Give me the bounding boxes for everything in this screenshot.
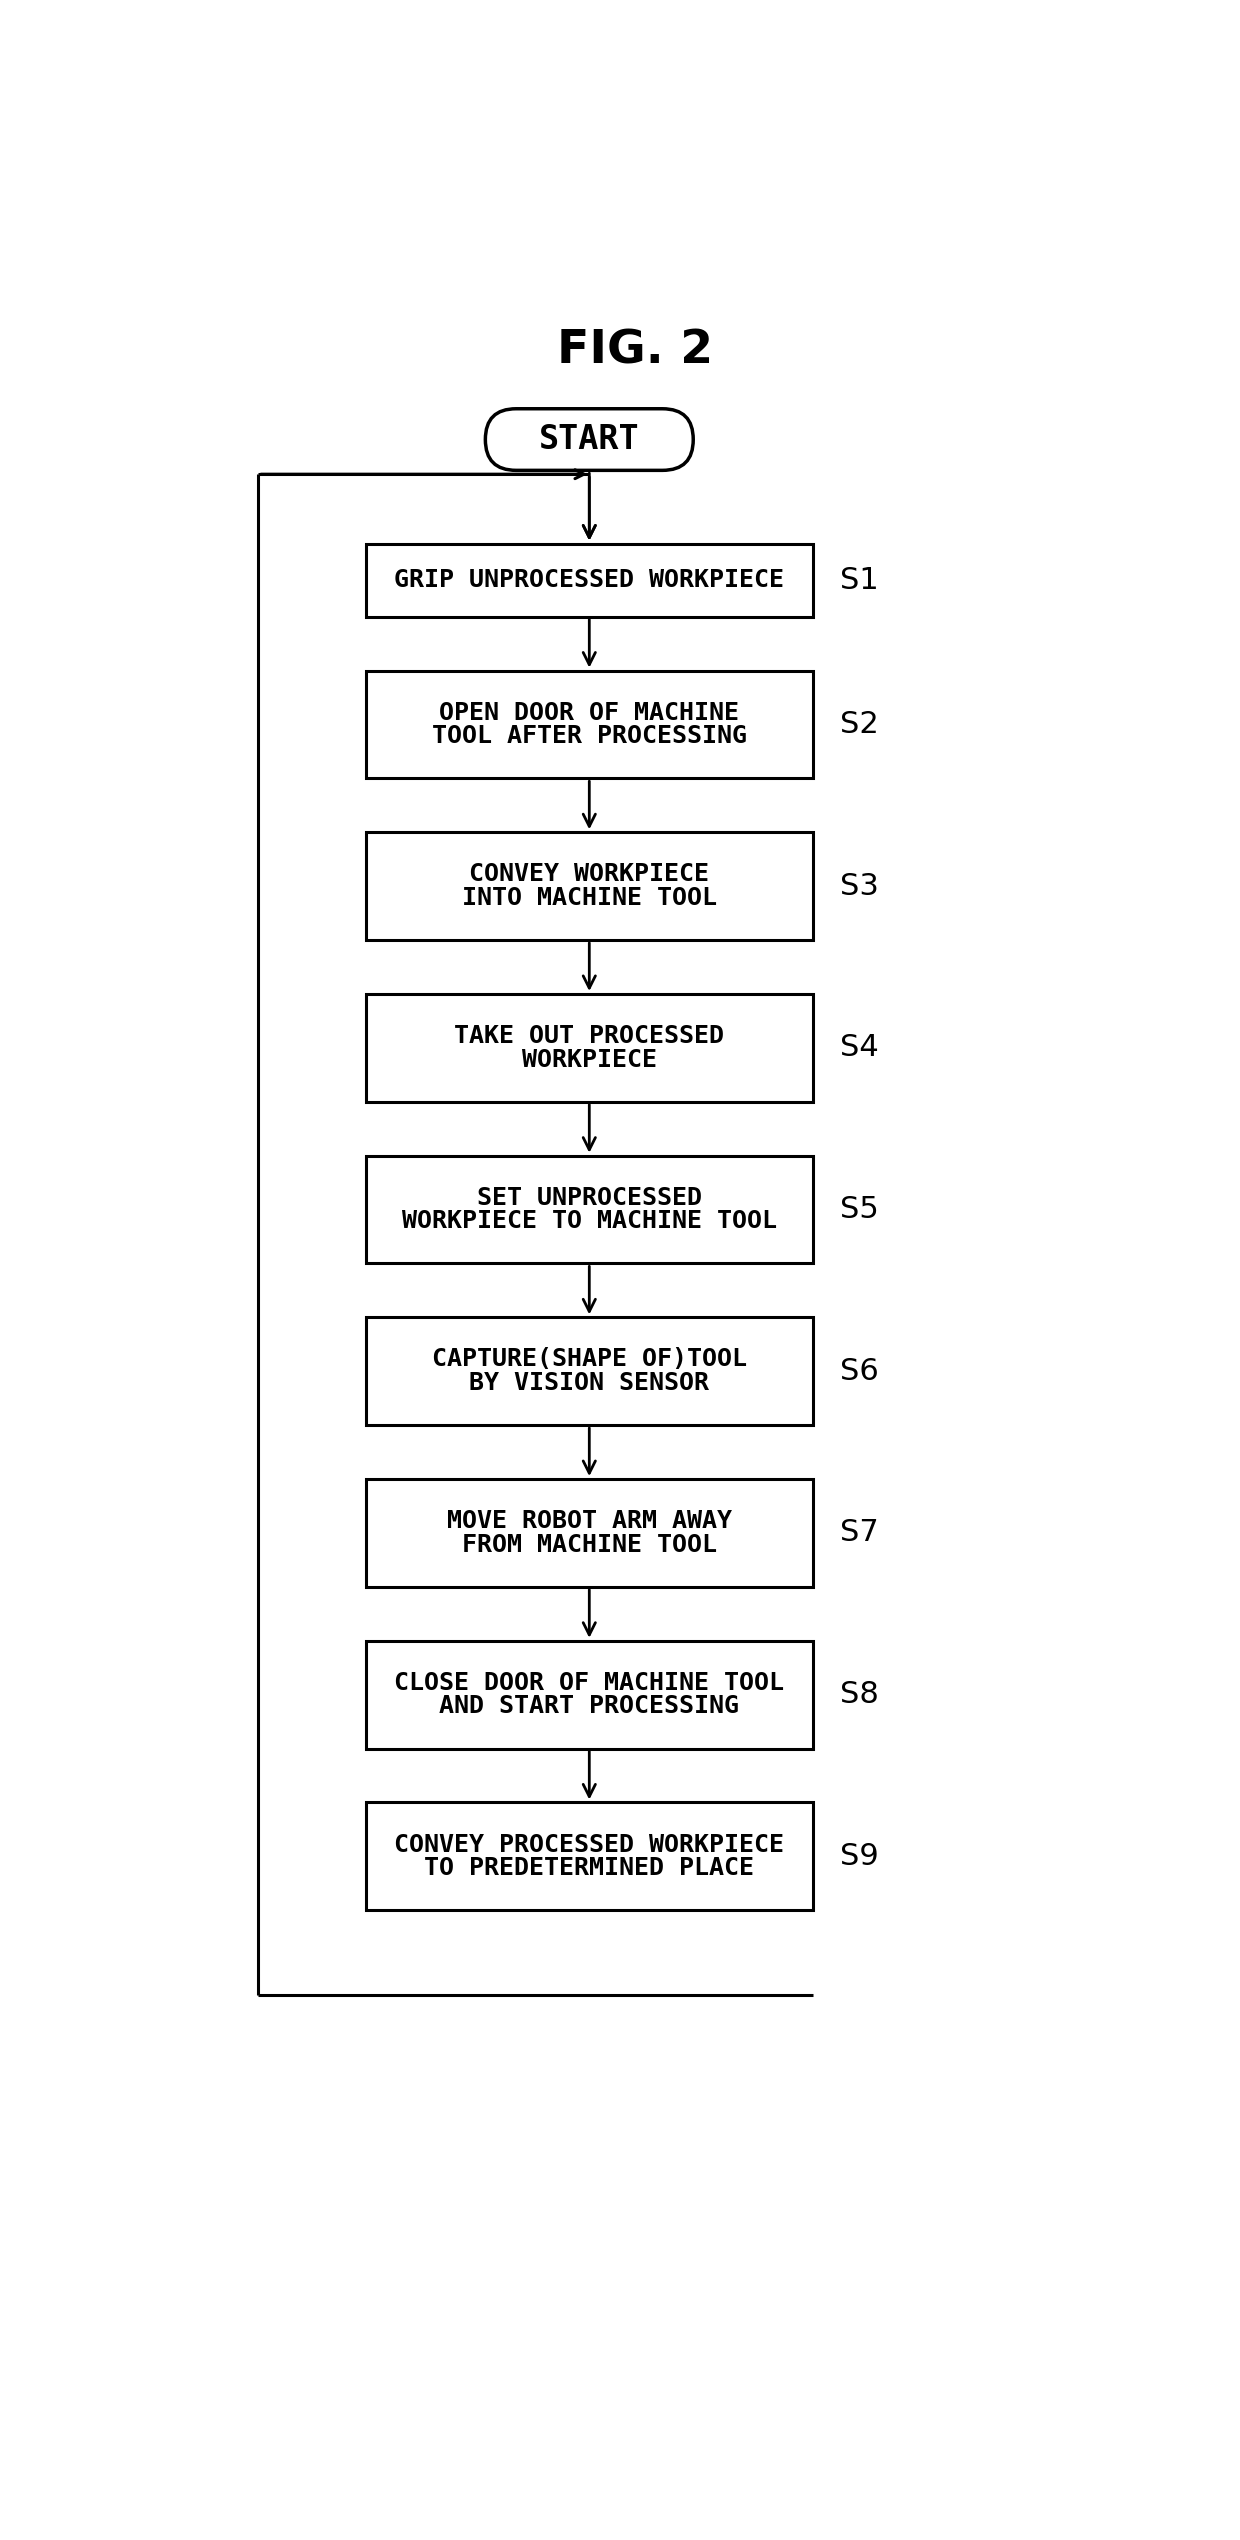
Text: FROM MACHINE TOOL: FROM MACHINE TOOL [461,1532,717,1557]
Text: BY VISION SENSOR: BY VISION SENSOR [469,1372,709,1394]
FancyBboxPatch shape [485,409,693,470]
Text: S3: S3 [839,871,878,902]
FancyBboxPatch shape [366,993,812,1102]
Text: CAPTURE(SHAPE OF)TOOL: CAPTURE(SHAPE OF)TOOL [432,1346,746,1372]
Text: CLOSE DOOR OF MACHINE TOOL: CLOSE DOOR OF MACHINE TOOL [394,1671,784,1694]
FancyBboxPatch shape [366,671,812,777]
Text: WORKPIECE TO MACHINE TOOL: WORKPIECE TO MACHINE TOOL [402,1209,776,1234]
Text: AND START PROCESSING: AND START PROCESSING [439,1694,739,1720]
Text: TOOL AFTER PROCESSING: TOOL AFTER PROCESSING [432,724,746,749]
FancyBboxPatch shape [366,1641,812,1748]
FancyBboxPatch shape [366,1156,812,1262]
Text: CONVEY PROCESSED WORKPIECE: CONVEY PROCESSED WORKPIECE [394,1831,784,1857]
FancyBboxPatch shape [366,1478,812,1588]
Text: S6: S6 [839,1356,878,1387]
Text: TAKE OUT PROCESSED: TAKE OUT PROCESSED [454,1024,724,1049]
Text: WORKPIECE: WORKPIECE [522,1046,657,1072]
Text: S5: S5 [839,1194,878,1224]
Text: S7: S7 [839,1519,878,1547]
Text: INTO MACHINE TOOL: INTO MACHINE TOOL [461,886,717,909]
Text: S1: S1 [839,566,878,594]
FancyBboxPatch shape [366,833,812,940]
FancyBboxPatch shape [366,544,812,617]
Text: TO PREDETERMINED PLACE: TO PREDETERMINED PLACE [424,1857,754,1880]
Text: FIG. 2: FIG. 2 [558,328,713,373]
FancyBboxPatch shape [366,1803,812,1910]
Text: CONVEY WORKPIECE: CONVEY WORKPIECE [469,864,709,886]
Text: GRIP UNPROCESSED WORKPIECE: GRIP UNPROCESSED WORKPIECE [394,569,784,592]
Text: S2: S2 [839,711,878,739]
Text: OPEN DOOR OF MACHINE: OPEN DOOR OF MACHINE [439,701,739,724]
FancyBboxPatch shape [366,1318,812,1425]
Text: S4: S4 [839,1034,878,1062]
Text: S9: S9 [839,1842,878,1872]
Text: SET UNPROCESSED: SET UNPROCESSED [477,1186,702,1209]
Text: S8: S8 [839,1679,878,1709]
Text: START: START [539,424,640,457]
Text: MOVE ROBOT ARM AWAY: MOVE ROBOT ARM AWAY [446,1509,732,1534]
